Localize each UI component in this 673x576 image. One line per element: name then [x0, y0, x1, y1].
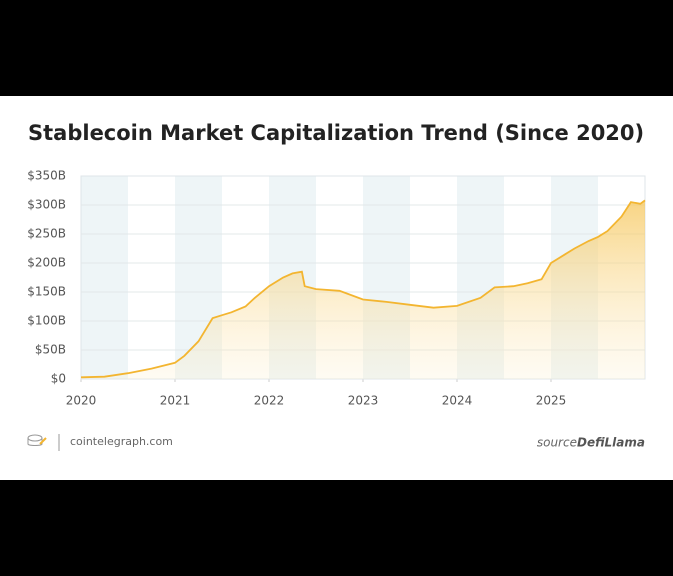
y-tick-label: $50B: [35, 343, 66, 357]
source-label: source:: [537, 436, 581, 450]
y-tick-label: $250B: [27, 227, 66, 241]
y-tick-label: $100B: [27, 314, 66, 328]
half-year-band: [81, 176, 128, 379]
line: [80, 199, 646, 379]
x-tick-label: 2025: [536, 394, 567, 408]
y-tick-label: $300B: [27, 198, 66, 212]
source: DefiLlama: [577, 436, 645, 450]
x-tick-label: 2020: [66, 394, 97, 408]
y-tick-label: $0: [51, 372, 66, 386]
y-tick-label: $150B: [27, 285, 66, 299]
x-tick-label: 2023: [348, 394, 379, 408]
x-tick-label: 2021: [160, 394, 191, 408]
site-name: cointelegraph.com: [70, 435, 173, 448]
x-tick-label: 2024: [442, 394, 473, 408]
chart-title: Stablecoin Market Capitalization Trend (…: [28, 121, 644, 145]
x-tick-label: 2022: [254, 394, 285, 408]
logo: [27, 434, 47, 446]
area: [81, 200, 645, 379]
y-tick-label: $350B: [27, 169, 66, 183]
y-tick-label: $200B: [27, 256, 66, 270]
plot: $0 $50B $100B $150B $200B $250B $300B $350B 2020…: [27, 169, 646, 408]
